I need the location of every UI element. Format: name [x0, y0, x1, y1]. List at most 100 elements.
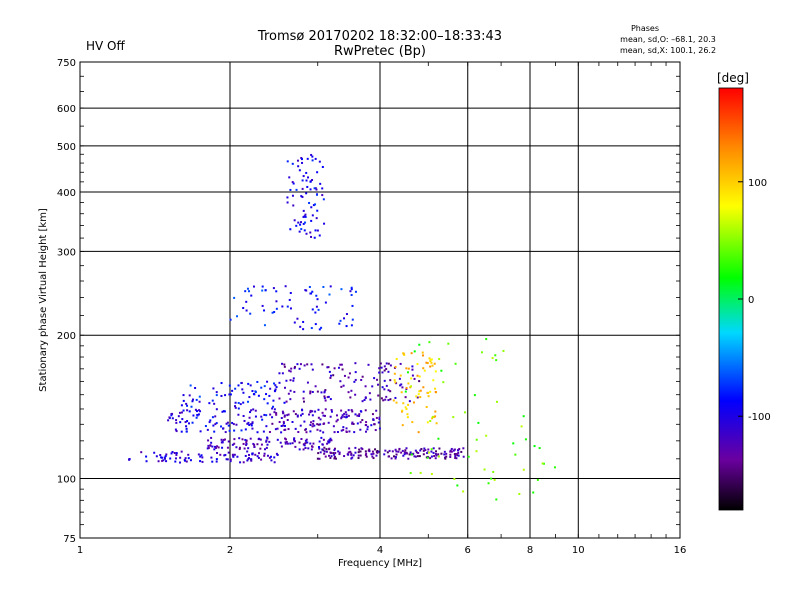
- data-point-lower-trace-a: [199, 460, 202, 463]
- data-point-mid-trace-b: [319, 418, 322, 421]
- data-point-upper-trace-b: [363, 398, 366, 401]
- data-point-x-mode-trace: [392, 399, 395, 402]
- data-point-mid-trace-b: [353, 431, 356, 434]
- data-point-high-scatter: [431, 415, 434, 418]
- data-point-high-scatter: [485, 434, 488, 437]
- data-point-x-mode-trace: [434, 410, 437, 413]
- data-point-upper-trace-b: [327, 395, 330, 398]
- data-point-lower-trace-a: [251, 452, 254, 455]
- data-point-lower-trace-b: [227, 440, 230, 443]
- data-point-lower-trace-a: [244, 454, 247, 457]
- data-point-mid-trace-a: [254, 415, 257, 418]
- data-point-f-layer-trace: [263, 324, 266, 327]
- data-point-spread-f: [298, 230, 301, 233]
- data-point-upper-trace-b: [404, 396, 407, 399]
- data-point-mid-trace-a: [240, 429, 243, 432]
- data-point-f-layer-trace: [345, 325, 348, 328]
- data-point-upper-trace-a: [180, 404, 183, 407]
- data-point-lower-trace-c: [437, 453, 440, 456]
- data-point-lower-trace-a: [145, 455, 148, 458]
- data-point-lower-trace-b: [217, 446, 220, 449]
- data-point-f-layer-trace: [299, 325, 302, 328]
- data-point-upper-trace-a: [194, 386, 197, 389]
- data-point-mid-trace-b: [271, 416, 274, 419]
- data-point-high-scatter: [491, 357, 494, 360]
- data-point-high-scatter: [494, 354, 497, 357]
- data-point-high-scatter: [480, 351, 483, 354]
- data-point-upper-trace-b: [361, 400, 364, 403]
- data-point-upper-trace-b: [398, 377, 401, 380]
- data-point-spread-f: [309, 231, 312, 234]
- data-point-lower-trace-a: [257, 452, 260, 455]
- data-point-mid-trace-b: [317, 408, 320, 411]
- data-point-high-scatter: [493, 478, 496, 481]
- data-point-lower-trace-a: [187, 453, 190, 456]
- data-point-upper-trace-a: [189, 384, 192, 387]
- data-point-upper-trace-b: [302, 400, 305, 403]
- data-point-lower-trace-c: [434, 457, 437, 460]
- data-point-upper-trace-b: [299, 363, 302, 366]
- data-point-high-scatter: [536, 478, 539, 481]
- data-point-upper-trace-b: [411, 374, 414, 377]
- data-point-lower-trace-c: [432, 451, 435, 454]
- data-point-upper-trace-b: [306, 363, 309, 366]
- data-point-mid-trace-a: [256, 431, 259, 434]
- data-point-upper-trace-b: [289, 370, 292, 373]
- data-point-upper-trace-a: [274, 388, 277, 391]
- data-point-upper-trace-a: [215, 391, 218, 394]
- data-point-f-layer-trace: [235, 315, 238, 318]
- data-point-f-layer-trace: [275, 290, 278, 293]
- data-point-x-mode-trace: [434, 370, 437, 373]
- data-point-lower-trace-b: [210, 436, 213, 439]
- data-point-f-layer-trace: [338, 322, 341, 325]
- data-point-mid-trace-b: [361, 419, 364, 422]
- data-point-f-layer-trace: [263, 309, 266, 312]
- data-point-spread-f: [291, 181, 294, 184]
- data-point-upper-trace-b: [376, 378, 379, 381]
- data-point-upper-trace-a: [211, 399, 214, 402]
- data-point-mid-trace-a: [233, 429, 236, 432]
- data-point-mid-trace-b: [333, 431, 336, 434]
- data-point-upper-trace-b: [341, 368, 344, 371]
- data-point-mid-trace-b: [352, 422, 355, 425]
- data-point-upper-trace-b: [384, 398, 387, 401]
- data-point-upper-trace-a: [265, 393, 268, 396]
- data-point-lower-trace-a: [180, 450, 183, 453]
- data-point-x-mode-trace: [400, 391, 403, 394]
- data-point-x-mode-trace: [429, 365, 432, 368]
- data-point-spread-f: [310, 153, 313, 156]
- data-point-lower-trace-c: [403, 451, 406, 454]
- data-point-mid-trace-a: [175, 430, 178, 433]
- data-point-lower-trace-a: [260, 458, 263, 461]
- data-point-high-scatter: [413, 350, 416, 353]
- data-point-mid-trace-a: [168, 416, 171, 419]
- data-point-mid-trace-b: [319, 429, 322, 432]
- data-point-mid-trace-b: [336, 418, 339, 421]
- data-point-upper-trace-b: [293, 390, 296, 393]
- data-point-upper-trace-b: [373, 377, 376, 380]
- data-point-upper-trace-b: [377, 383, 380, 386]
- data-point-f-layer-trace: [245, 309, 248, 312]
- data-point-lower-trace-a: [189, 459, 192, 462]
- data-point-lower-trace-c: [422, 453, 425, 456]
- data-point-lower-trace-c: [352, 454, 355, 457]
- data-point-upper-trace-a: [195, 398, 198, 401]
- data-point-x-mode-trace: [406, 416, 409, 419]
- data-point-mid-trace-a: [206, 428, 209, 431]
- data-point-x-mode-trace: [405, 367, 408, 370]
- data-point-lower-trace-b: [305, 438, 308, 441]
- data-point-upper-trace-b: [287, 392, 290, 395]
- y-tick-label: 100: [57, 475, 76, 486]
- data-point-high-scatter: [492, 470, 495, 473]
- data-point-mid-trace-a: [265, 425, 268, 428]
- data-point-lower-trace-a: [153, 451, 156, 454]
- data-point-x-mode-trace: [434, 391, 437, 394]
- data-point-spread-f: [308, 201, 311, 204]
- data-point-lower-trace-c: [394, 456, 397, 459]
- data-point-mid-trace-a: [243, 419, 246, 422]
- data-point-f-layer-trace: [242, 307, 245, 310]
- data-point-x-mode-trace: [412, 401, 415, 404]
- data-point-mid-trace-b: [280, 417, 283, 420]
- data-point-lower-trace-c: [343, 455, 346, 458]
- data-point-lower-trace-b: [323, 446, 326, 449]
